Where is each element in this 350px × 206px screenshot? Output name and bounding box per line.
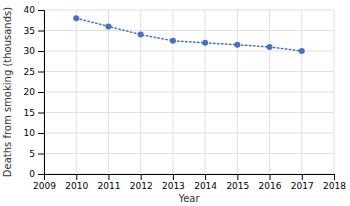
x-tick-label: 2011 xyxy=(97,181,120,191)
y-tick-mark xyxy=(38,92,44,93)
point xyxy=(299,48,305,54)
y-tick-label: 15 xyxy=(24,108,35,118)
x-tick: 2014 xyxy=(194,174,217,191)
grid-line-y xyxy=(44,92,334,93)
y-tick-label: 5 xyxy=(29,149,35,159)
x-tick-mark xyxy=(237,174,238,180)
grid-line-y xyxy=(44,133,334,134)
point xyxy=(267,44,273,50)
y-tick: 35 xyxy=(24,26,44,36)
x-tick-mark xyxy=(302,174,303,180)
point xyxy=(202,40,208,46)
x-tick-mark xyxy=(141,174,142,180)
y-tick-label: 30 xyxy=(24,46,36,56)
x-tick-mark xyxy=(173,174,174,180)
x-tick-mark xyxy=(334,174,335,180)
y-tick-mark xyxy=(38,133,44,134)
x-tick-mark xyxy=(205,174,206,180)
x-tick-label: 2010 xyxy=(65,181,88,191)
grid xyxy=(44,10,334,174)
x-tick: 2011 xyxy=(97,174,120,191)
x-tick-label: 2017 xyxy=(291,181,314,191)
y-tick: 5 xyxy=(29,149,44,159)
point xyxy=(138,32,144,38)
y-tick-mark xyxy=(38,174,44,175)
x-tick: 2012 xyxy=(130,174,153,191)
chart: 2009201020112012201320142015201620172018… xyxy=(0,0,350,206)
y-tick-label: 10 xyxy=(24,128,36,138)
x-tick: 2013 xyxy=(162,174,185,191)
point xyxy=(234,42,240,48)
line xyxy=(76,18,302,51)
x-tick: 2010 xyxy=(65,174,88,191)
x-tick-label: 2009 xyxy=(33,181,56,191)
y-tick-label: 25 xyxy=(24,67,35,77)
y-tick-mark xyxy=(38,72,44,73)
y-tick-mark xyxy=(38,113,44,114)
marks xyxy=(73,15,305,54)
y-tick-label: 35 xyxy=(24,26,35,36)
x-tick-label: 2016 xyxy=(259,181,282,191)
y-tick: 10 xyxy=(24,128,44,138)
plot-area: 2009201020112012201320142015201620172018… xyxy=(24,5,347,191)
x-tick: 2018 xyxy=(323,174,346,191)
y-tick: 15 xyxy=(24,108,44,118)
y-tick-mark xyxy=(38,31,44,32)
grid-line-y xyxy=(44,71,334,72)
x-tick-label: 2013 xyxy=(162,181,185,191)
x-axis-title: Year xyxy=(177,193,200,204)
x-tick-label: 2018 xyxy=(323,181,346,191)
x-tick-label: 2012 xyxy=(130,181,153,191)
y-tick: 0 xyxy=(29,169,44,179)
y-tick: 25 xyxy=(24,67,44,77)
x-tick-mark xyxy=(270,174,271,180)
y-tick-mark xyxy=(38,10,44,11)
x-tick-label: 2014 xyxy=(194,181,217,191)
y-tick-label: 40 xyxy=(24,5,36,15)
point xyxy=(73,15,79,21)
point xyxy=(105,23,111,29)
grid-line-y xyxy=(44,10,334,11)
y-axis: 0 5 10 15 20 25 30 35 40 xyxy=(24,5,45,179)
grid-line-y xyxy=(44,30,334,31)
x-tick-mark xyxy=(76,174,77,180)
grid-line-y xyxy=(44,51,334,52)
point xyxy=(170,38,176,44)
x-tick: 2016 xyxy=(259,174,282,191)
x-tick: 2015 xyxy=(226,174,249,191)
grid-line-y xyxy=(44,153,334,154)
x-tick-mark xyxy=(108,174,109,180)
x-tick-label: 2015 xyxy=(226,181,249,191)
x-axis-line xyxy=(45,175,335,181)
y-tick-mark xyxy=(38,51,44,52)
y-tick: 20 xyxy=(24,87,44,97)
y-axis-line xyxy=(38,11,45,175)
y-tick-label: 0 xyxy=(29,169,35,179)
y-tick: 30 xyxy=(24,46,44,56)
y-tick-label: 20 xyxy=(24,87,36,97)
y-tick-mark xyxy=(38,154,44,155)
grid-line-y xyxy=(44,112,334,113)
y-axis-title: Deaths from smoking (thousands) xyxy=(2,7,13,177)
x-tick: 2017 xyxy=(291,174,314,191)
x-tick: 2009 xyxy=(33,174,56,191)
x-axis: 2009 2010 2011 2012 2013 2014 2015 2016 2017 2018 xyxy=(33,174,346,191)
y-tick: 40 xyxy=(24,5,44,15)
